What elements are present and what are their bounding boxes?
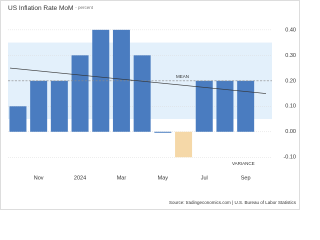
- trend-line: [9, 67, 267, 94]
- x-tick-label: Nov: [34, 175, 44, 181]
- bar: [175, 131, 193, 158]
- bar: [216, 80, 234, 132]
- bar: [30, 80, 48, 132]
- variance-label: VARIANCE: [232, 161, 255, 166]
- bar: [9, 106, 27, 132]
- bar: [133, 55, 151, 132]
- bar: [71, 55, 89, 132]
- y-tick-label: 0.00: [285, 129, 296, 135]
- y-tick-label: 0.30: [285, 53, 296, 59]
- title: US Inflation Rate MoM: [8, 5, 73, 12]
- bar: [195, 80, 213, 132]
- page: {"chart_data": {"type": "bar", "title": …: [0, 0, 300, 210]
- y-tick-label: 0.20: [285, 78, 296, 84]
- source: Source: tradingeconomics.com | U.S. Bure…: [169, 200, 297, 205]
- chart-title: US Inflation Rate MoM - percent: [8, 5, 94, 12]
- subtitle: - percent: [75, 5, 94, 10]
- bar: [50, 80, 68, 132]
- x-tick-label: Sep: [241, 175, 251, 181]
- x-tick-label: Mar: [117, 175, 127, 181]
- y-tick-label: -0.10: [283, 155, 296, 161]
- mean-label: MEAN: [176, 74, 189, 79]
- x-tick-label: Jul: [201, 175, 208, 181]
- y-tick-label: 0.10: [285, 104, 296, 110]
- x-tick-label: May: [158, 175, 169, 181]
- chart: US Inflation Rate MoM - percent Source: …: [0, 0, 300, 210]
- bar: [154, 131, 172, 133]
- bar: [237, 80, 255, 132]
- x-tick-label: 2024: [74, 175, 86, 181]
- y-tick-label: 0.40: [285, 27, 296, 33]
